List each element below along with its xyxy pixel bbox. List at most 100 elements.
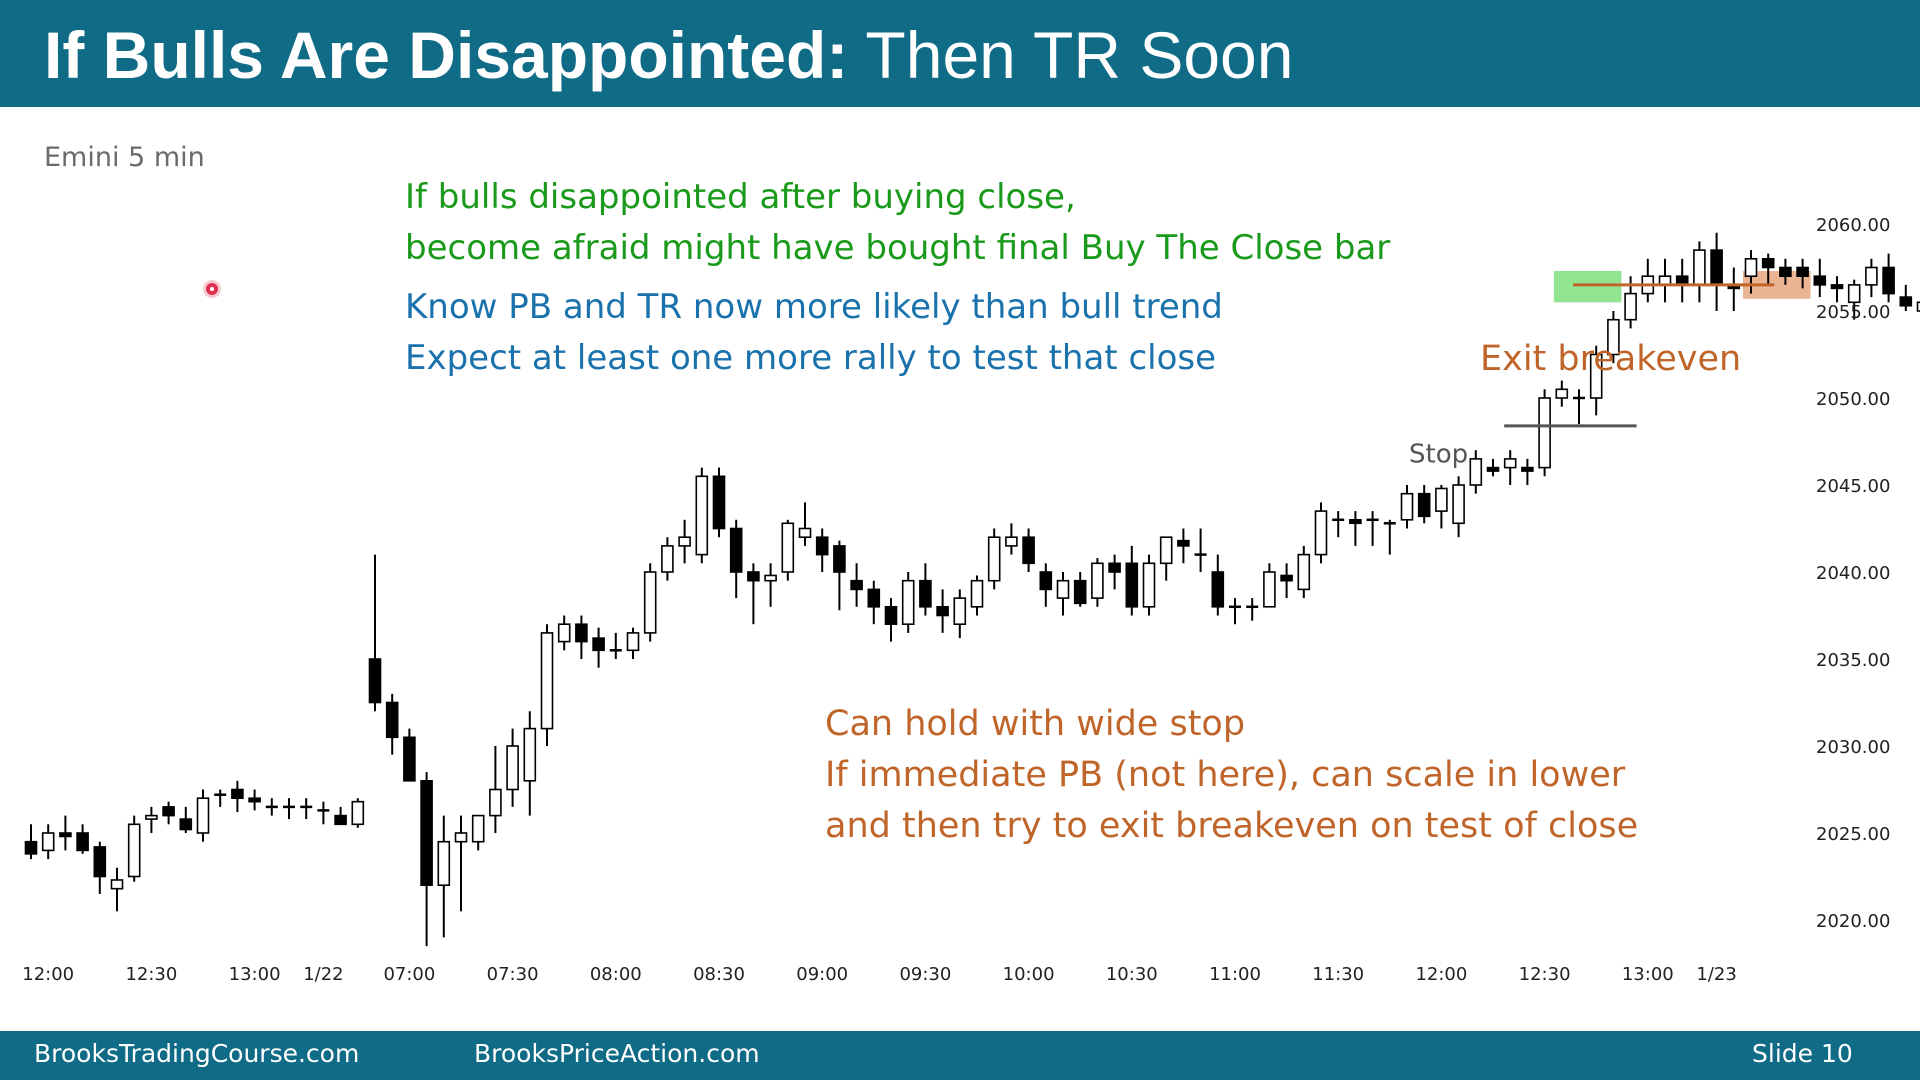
note-blue-line: Know PB and TR now more likely than bull… — [405, 287, 1223, 327]
y-tick-label: 2045.00 — [1816, 476, 1890, 497]
y-tick-label: 2060.00 — [1816, 215, 1890, 236]
candle-bull — [1469, 458, 1483, 486]
candle-bear — [1108, 562, 1121, 573]
slide-title-rest: Then TR Soon — [848, 18, 1294, 92]
candle-bull — [1056, 579, 1070, 599]
x-tick-label: 10:30 — [1106, 964, 1158, 985]
candle-bull — [1744, 258, 1758, 278]
x-tick-label: 12:30 — [1519, 964, 1571, 985]
candle-bear — [385, 701, 399, 739]
candle-bear — [248, 797, 261, 803]
exit-breakeven-label: Exit breakeven — [1480, 339, 1741, 379]
note-orange-line: and then try to exit breakeven on test o… — [825, 806, 1639, 846]
candle-bear — [575, 623, 588, 643]
candle-bull — [523, 727, 537, 782]
candle-bear — [1779, 266, 1792, 277]
candle-bear — [729, 527, 743, 573]
candle-bull — [1916, 301, 1920, 312]
candle-bull — [110, 879, 124, 890]
candle-bull — [1589, 353, 1603, 399]
candle-bear — [231, 788, 244, 799]
candle-bear — [1486, 466, 1500, 472]
candle-bear — [1417, 492, 1431, 518]
candle-bull — [1297, 553, 1311, 591]
candle-bear — [1521, 466, 1534, 472]
candle-bull — [1400, 492, 1414, 521]
candle-bull — [1142, 562, 1156, 608]
candle-bear — [334, 814, 347, 826]
x-tick-label: 11:00 — [1209, 964, 1261, 985]
candle-bull — [1865, 266, 1878, 286]
note-orange-line: If immediate PB (not here), can scale in… — [825, 755, 1626, 795]
candle-bull — [1159, 536, 1173, 565]
candle-bear — [403, 736, 416, 782]
candle-bull — [678, 536, 691, 547]
y-tick-label: 2025.00 — [1816, 824, 1890, 845]
candle-bull — [351, 800, 365, 826]
x-tick-label: 08:30 — [693, 964, 745, 985]
slide-number: Slide 10 — [1752, 1039, 1853, 1068]
candle-bear — [368, 658, 382, 704]
candle-bear — [833, 545, 846, 573]
x-tick-label: 13:00 — [229, 964, 281, 985]
candle-bull — [1693, 249, 1706, 286]
candle-bull — [557, 623, 571, 643]
note-green-line: If bulls disappointed after buying close… — [405, 177, 1076, 217]
candle-bear — [884, 605, 898, 625]
candle-bear — [93, 846, 107, 878]
y-tick-label: 2055.00 — [1816, 302, 1890, 323]
candle-bull — [1503, 458, 1517, 469]
slide-title: If Bulls Are Disappointed: Then TR Soon — [44, 18, 1293, 92]
x-tick-label: 12:00 — [22, 964, 74, 985]
candle-bull — [661, 545, 674, 573]
x-tick-label: 07:00 — [383, 964, 435, 985]
candle-bear — [592, 637, 605, 652]
y-tick-label: 2020.00 — [1816, 911, 1890, 932]
candle-bull — [1538, 397, 1551, 469]
note-green: If bulls disappointed after buying close… — [405, 172, 1390, 274]
candlestick-chart: Exit breakeven Stop 2020.00 2025.00 2030.00 2… — [22, 215, 1920, 985]
y-tick-label: 2040.00 — [1816, 563, 1890, 584]
x-tick-label: 07:30 — [487, 964, 539, 985]
candle-bear — [1761, 258, 1775, 269]
candle-bear — [936, 605, 949, 617]
candle-bear — [747, 571, 760, 582]
candle-bull — [506, 745, 519, 791]
x-tick-label: 13:00 — [1622, 964, 1674, 985]
slide-title-bold: If Bulls Are Disappointed: — [44, 18, 849, 92]
chart-label: Emini 5 min — [44, 142, 205, 173]
x-tick-label: 11:30 — [1312, 964, 1364, 985]
x-tick-label: 1/23 — [1696, 964, 1736, 985]
candle-bull — [764, 574, 777, 582]
candle-bull — [1555, 388, 1569, 399]
candle-bear — [1796, 266, 1809, 277]
candle-bear — [1710, 249, 1723, 286]
footer-site-left: BrooksTradingCourse.com — [34, 1039, 360, 1068]
candle-bear — [59, 832, 72, 838]
candle-bear — [420, 779, 433, 886]
stop-label: Stop — [1409, 439, 1468, 469]
candle-bear — [850, 579, 863, 591]
candle-bear — [1899, 296, 1913, 307]
candle-bear — [1022, 536, 1035, 565]
candle-bear — [1073, 579, 1087, 605]
candle-bear — [24, 840, 38, 855]
note-green-line: become afraid might have bought final Bu… — [405, 228, 1391, 268]
candle-bull — [471, 814, 485, 843]
candle-bull — [1091, 562, 1104, 599]
note-orange-line: Can hold with wide stop — [825, 704, 1246, 744]
candle-bull — [145, 814, 158, 820]
candle-bull — [626, 632, 640, 652]
candle-bear — [1280, 574, 1293, 582]
x-tick-label: 1/22 — [303, 964, 343, 985]
note-blue-line: Expect at least one more rally to test t… — [405, 338, 1217, 378]
candle-bull — [196, 797, 210, 834]
candle-bear — [1125, 562, 1139, 608]
x-tick-label: 09:00 — [796, 964, 848, 985]
x-tick-label: 12:00 — [1415, 964, 1467, 985]
x-tick-label: 12:30 — [125, 964, 177, 985]
candle-bull — [781, 522, 795, 573]
candle-bull — [798, 527, 812, 538]
candle-bear — [1177, 539, 1190, 547]
candle-bear — [76, 832, 89, 852]
